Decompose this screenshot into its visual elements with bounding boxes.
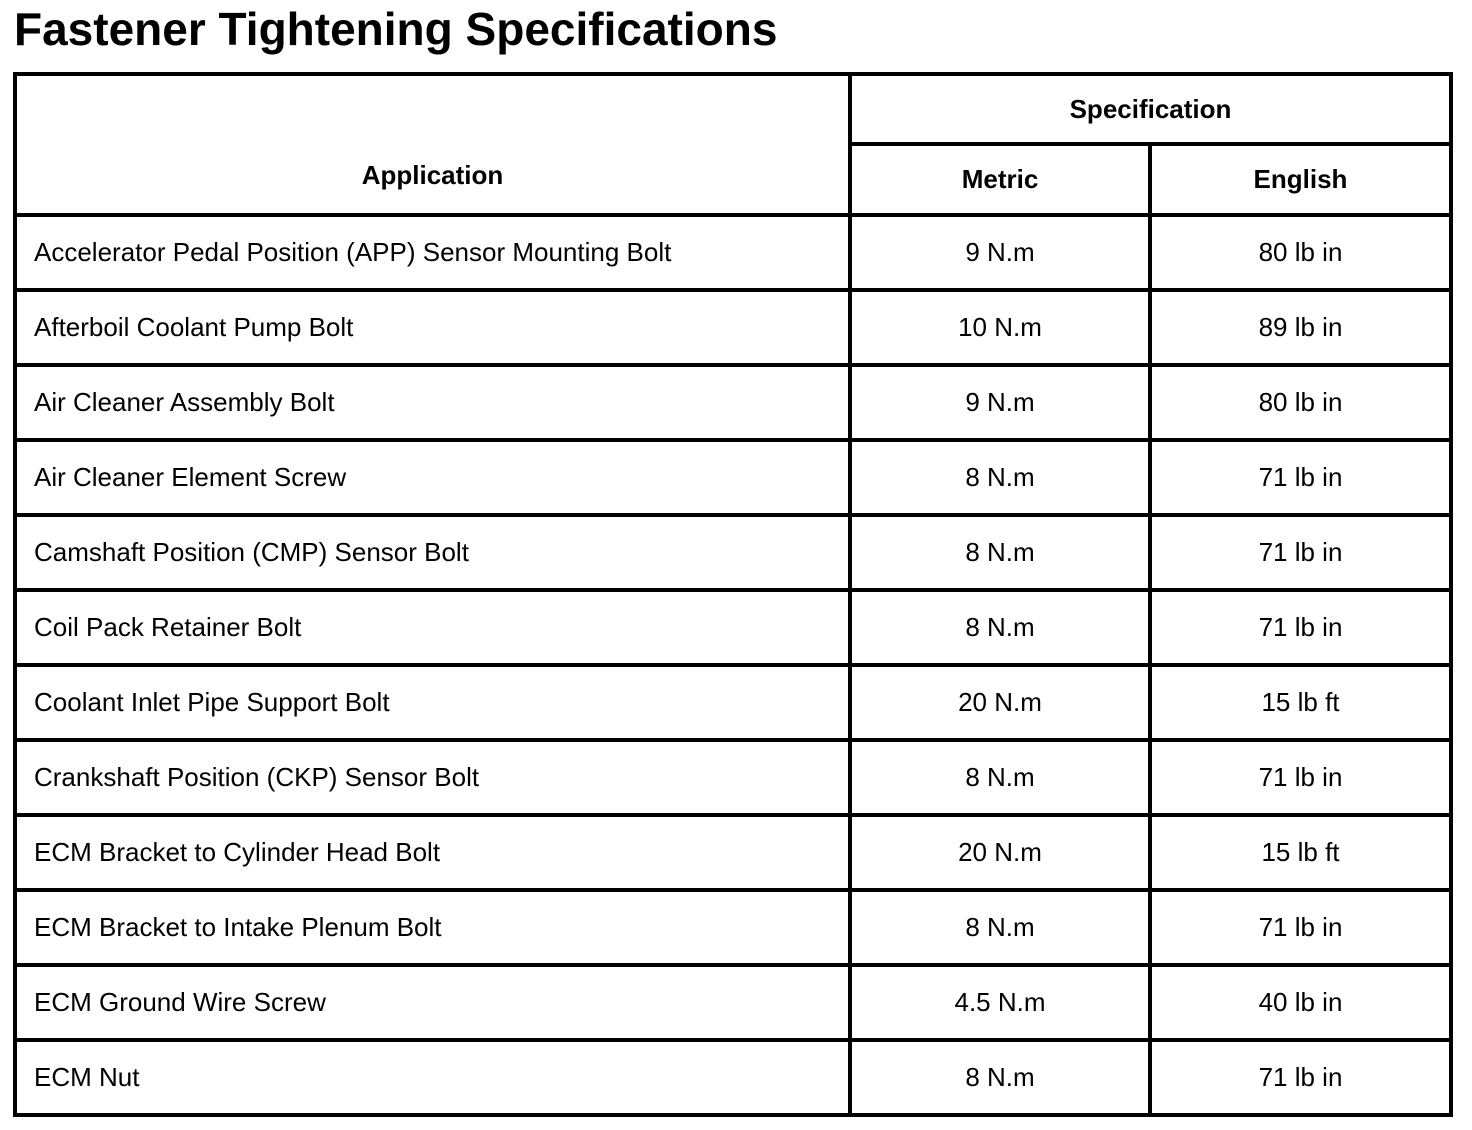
table-row: Accelerator Pedal Position (APP) Sensor …	[13, 213, 1454, 292]
fastener-spec-table: Application Specification Metric English…	[13, 72, 1454, 1117]
table-row: ECM Bracket to Cylinder Head Bolt 20 N.m…	[13, 813, 1454, 892]
metric-cell: 9 N.m	[848, 213, 1152, 292]
column-header-specification: Specification	[847, 72, 1454, 146]
application-cell: ECM Nut	[13, 1038, 852, 1117]
metric-cell: 20 N.m	[848, 663, 1152, 742]
page-title: Fastener Tightening Specifications	[14, 3, 778, 55]
table-row: ECM Nut 8 N.m 71 lb in	[13, 1038, 1454, 1117]
table-body: Accelerator Pedal Position (APP) Sensor …	[13, 213, 1454, 1117]
english-cell: 71 lb in	[1147, 588, 1454, 667]
header-row-specification: Application Specification	[13, 72, 1454, 217]
application-cell: Coil Pack Retainer Bolt	[13, 588, 852, 667]
table-row: ECM Ground Wire Screw 4.5 N.m 40 lb in	[13, 963, 1454, 1042]
column-header-english: English	[1147, 142, 1454, 217]
table-row: Crankshaft Position (CKP) Sensor Bolt 8 …	[13, 738, 1454, 817]
application-cell: ECM Bracket to Intake Plenum Bolt	[13, 888, 852, 967]
table-row: Coil Pack Retainer Bolt 8 N.m 71 lb in	[13, 588, 1454, 667]
english-cell: 80 lb in	[1147, 363, 1454, 442]
column-header-metric: Metric	[848, 142, 1152, 217]
application-cell: Air Cleaner Element Screw	[13, 438, 852, 517]
english-cell: 80 lb in	[1147, 213, 1454, 292]
table-row: Afterboil Coolant Pump Bolt 10 N.m 89 lb…	[13, 288, 1454, 367]
table-header: Application Specification Metric English	[13, 72, 1454, 217]
english-cell: 15 lb ft	[1147, 813, 1454, 892]
application-cell: Air Cleaner Assembly Bolt	[13, 363, 852, 442]
application-cell: Afterboil Coolant Pump Bolt	[13, 288, 852, 367]
english-cell: 71 lb in	[1147, 738, 1454, 817]
header-row-units: Metric English	[15, 142, 1454, 217]
column-header-application: Application	[13, 72, 852, 217]
application-cell: ECM Ground Wire Screw	[13, 963, 852, 1042]
english-cell: 71 lb in	[1147, 438, 1454, 517]
metric-cell: 8 N.m	[848, 738, 1152, 817]
metric-cell: 8 N.m	[848, 588, 1152, 667]
application-cell: Camshaft Position (CMP) Sensor Bolt	[13, 513, 852, 592]
table-row: Coolant Inlet Pipe Support Bolt 20 N.m 1…	[13, 663, 1454, 742]
metric-cell: 4.5 N.m	[848, 963, 1152, 1042]
english-cell: 40 lb in	[1147, 963, 1454, 1042]
application-cell: Accelerator Pedal Position (APP) Sensor …	[13, 213, 852, 292]
table-row: Air Cleaner Element Screw 8 N.m 71 lb in	[13, 438, 1454, 517]
english-cell: 71 lb in	[1147, 513, 1454, 592]
metric-cell: 20 N.m	[848, 813, 1152, 892]
table-row: Camshaft Position (CMP) Sensor Bolt 8 N.…	[13, 513, 1454, 592]
english-cell: 15 lb ft	[1147, 663, 1454, 742]
application-cell: Coolant Inlet Pipe Support Bolt	[13, 663, 852, 742]
english-cell: 71 lb in	[1147, 1038, 1454, 1117]
english-cell: 71 lb in	[1147, 888, 1454, 967]
metric-cell: 8 N.m	[848, 1038, 1152, 1117]
application-cell: Crankshaft Position (CKP) Sensor Bolt	[13, 738, 852, 817]
table-row: ECM Bracket to Intake Plenum Bolt 8 N.m …	[13, 888, 1454, 967]
metric-cell: 8 N.m	[848, 438, 1152, 517]
table-row: Air Cleaner Assembly Bolt 9 N.m 80 lb in	[13, 363, 1454, 442]
metric-cell: 8 N.m	[848, 513, 1152, 592]
application-cell: ECM Bracket to Cylinder Head Bolt	[13, 813, 852, 892]
english-cell: 89 lb in	[1147, 288, 1454, 367]
metric-cell: 9 N.m	[848, 363, 1152, 442]
metric-cell: 10 N.m	[848, 288, 1152, 367]
metric-cell: 8 N.m	[848, 888, 1152, 967]
